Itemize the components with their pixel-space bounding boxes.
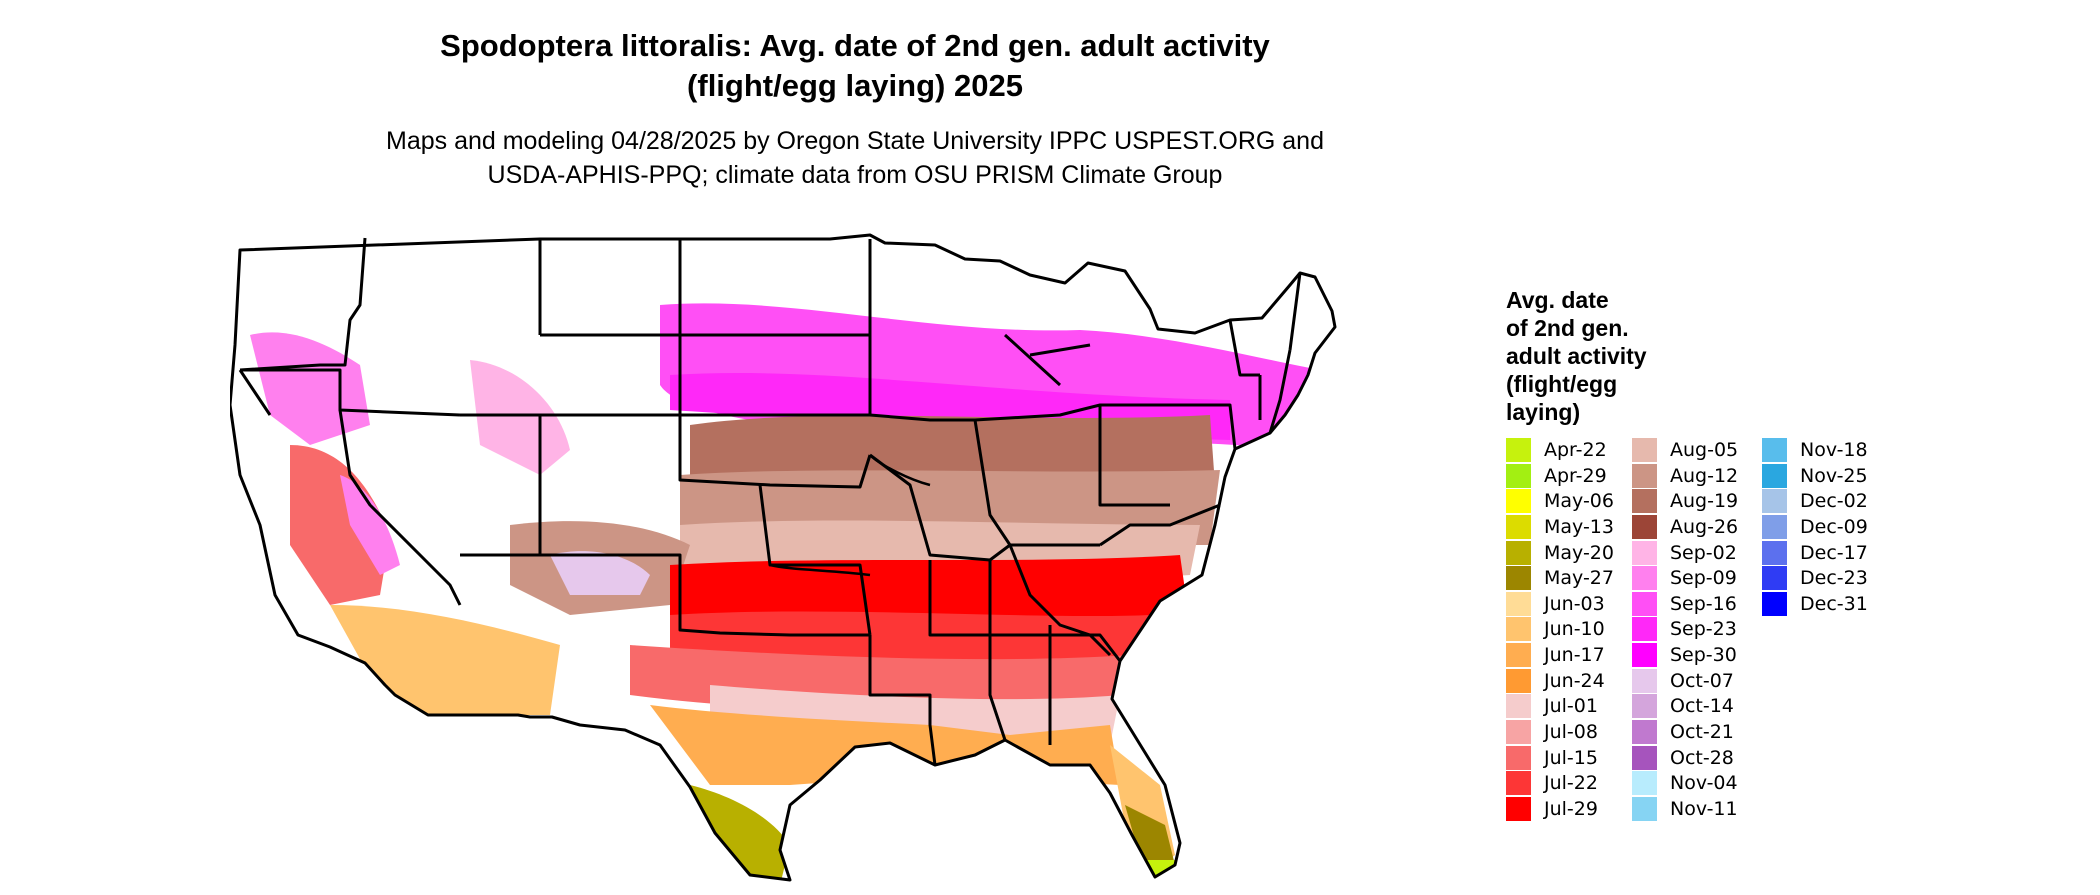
legend-label: Sep-30: [1670, 644, 1737, 667]
legend-label: Aug-12: [1670, 464, 1739, 487]
legend-swatch: [1632, 694, 1657, 719]
legend-swatch: [1506, 514, 1531, 539]
legend-swatch: [1762, 489, 1787, 514]
legend-swatch: [1506, 566, 1531, 591]
legend-label: Sep-23: [1670, 618, 1737, 641]
legend-swatch: [1506, 771, 1531, 796]
legend-label: May-20: [1544, 541, 1614, 564]
legend-swatch: [1632, 643, 1657, 668]
legend-swatch: [1762, 591, 1787, 616]
legend-swatch: [1632, 668, 1657, 693]
legend-swatch: [1506, 617, 1531, 642]
legend-title-line-2: of 2nd gen.: [1506, 315, 1629, 341]
legend-label: Nov-25: [1800, 464, 1868, 487]
legend-label: Apr-29: [1544, 464, 1607, 487]
legend-swatch: [1632, 771, 1657, 796]
legend-label: Jun-03: [1544, 592, 1605, 615]
legend-label: Aug-05: [1670, 439, 1739, 461]
legend-label: Aug-26: [1670, 515, 1739, 538]
legend-swatch: [1762, 566, 1787, 591]
map-title-line-2: (flight/egg laying) 2025: [687, 68, 1023, 103]
legend-swatch: [1506, 438, 1531, 462]
legend-swatch: [1762, 438, 1787, 462]
legend-swatch: [1632, 566, 1657, 591]
legend-swatch: [1506, 694, 1531, 719]
legend-label: Jun-17: [1544, 644, 1605, 667]
legend-label: Oct-28: [1670, 746, 1734, 769]
legend-swatch: [1506, 643, 1531, 668]
legend-label: Oct-07: [1670, 669, 1734, 692]
legend-label: Jul-22: [1544, 772, 1598, 795]
legend-swatch: [1632, 489, 1657, 514]
legend-label: Sep-16: [1670, 592, 1737, 615]
legend-label: Dec-17: [1800, 541, 1868, 564]
legend-swatch: [1506, 720, 1531, 745]
legend-label: Oct-14: [1670, 695, 1734, 718]
legend-swatch: [1506, 540, 1531, 565]
legend-swatch: [1632, 540, 1657, 565]
legend-title: Avg. date of 2nd gen. adult activity (fl…: [1506, 286, 1647, 426]
legend-label: Jul-29: [1544, 797, 1598, 820]
legend-swatch: [1632, 514, 1657, 539]
legend-title-line-5: laying): [1506, 399, 1581, 425]
legend-label: Dec-02: [1800, 490, 1868, 513]
legend-swatch: [1632, 617, 1657, 642]
legend-swatch: [1506, 463, 1531, 488]
legend-swatch: [1506, 796, 1531, 821]
legend-label: Sep-02: [1670, 541, 1737, 564]
legend-swatch: [1506, 745, 1531, 770]
map-subtitle-line-2: USDA-APHIS-PPQ; climate data from OSU PR…: [487, 161, 1223, 189]
legend-swatch: [1762, 463, 1787, 488]
us-activity-map: [230, 233, 1337, 882]
legend-label: Apr-22: [1544, 439, 1607, 461]
legend-title-line-4: (flight/egg: [1506, 371, 1618, 397]
legend-label: Jul-08: [1544, 721, 1598, 744]
legend-title-line-3: adult activity: [1506, 343, 1647, 369]
legend-label: May-27: [1544, 567, 1614, 590]
legend-label: Nov-04: [1670, 772, 1738, 795]
legend-swatch: [1632, 796, 1657, 821]
legend-label: Jun-24: [1544, 669, 1605, 692]
legend-swatch: [1632, 438, 1657, 462]
map-subtitle-line-1: Maps and modeling 04/28/2025 by Oregon S…: [386, 127, 1324, 155]
legend-swatch: [1632, 591, 1657, 616]
legend-swatch: [1506, 489, 1531, 514]
legend-swatch: [1762, 540, 1787, 565]
legend-label: Jul-15: [1544, 746, 1598, 769]
legend-label: Sep-09: [1670, 567, 1737, 590]
legend-label: Jul-01: [1544, 695, 1598, 718]
legend-label: Nov-18: [1800, 439, 1868, 461]
legend-swatch: [1632, 463, 1657, 488]
legend-label: Dec-31: [1800, 592, 1868, 615]
legend-label: Nov-11: [1670, 797, 1738, 820]
legend-title-line-1: Avg. date: [1506, 287, 1609, 313]
legend-label: Oct-21: [1670, 721, 1734, 744]
legend-label: Aug-19: [1670, 490, 1739, 513]
legend-swatch: [1762, 514, 1787, 539]
legend-label: May-13: [1544, 515, 1614, 538]
map-title-line-1: Spodoptera littoralis: Avg. date of 2nd …: [440, 28, 1270, 63]
legend-label: Dec-09: [1800, 515, 1868, 538]
legend-label: Dec-23: [1800, 567, 1868, 590]
legend-label: Jun-10: [1544, 618, 1605, 641]
legend-swatch: [1506, 668, 1531, 693]
legend-swatch: [1632, 720, 1657, 745]
legend-swatch: [1632, 745, 1657, 770]
legend-label: May-06: [1544, 490, 1614, 513]
legend-swatch: [1506, 591, 1531, 616]
